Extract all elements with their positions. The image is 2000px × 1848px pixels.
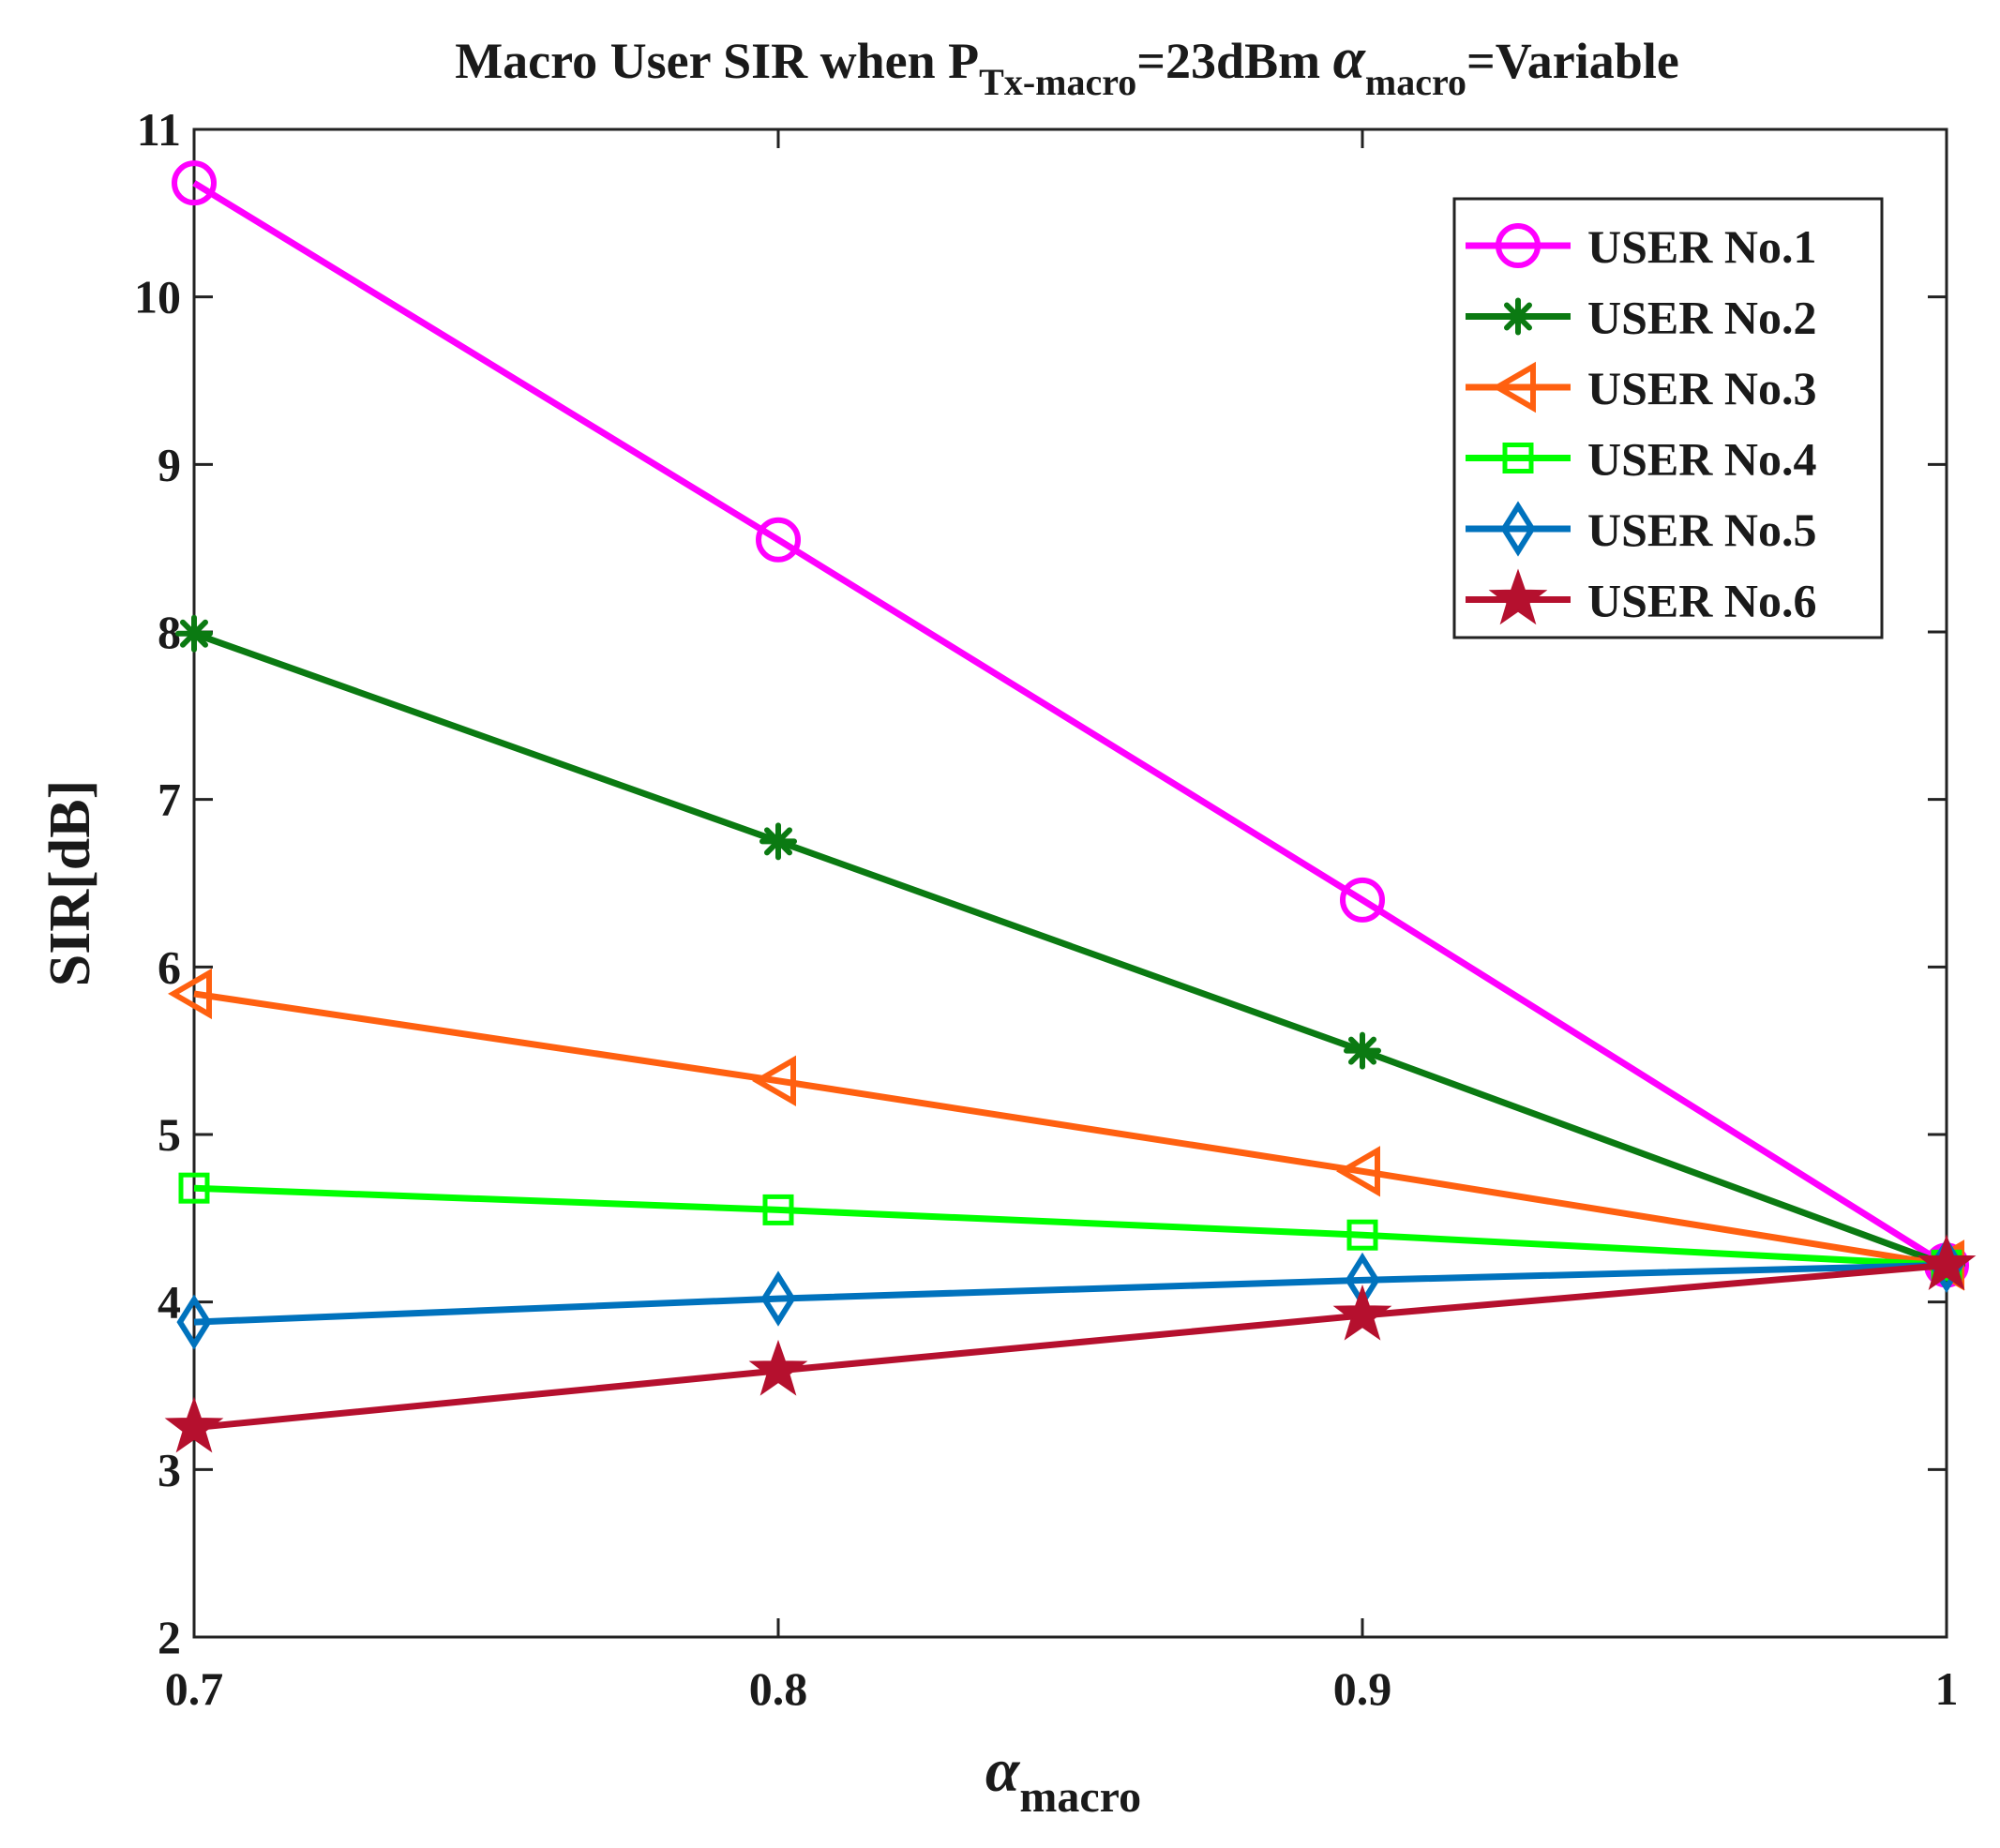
x-tick-label: 0.9 bbox=[1333, 1662, 1392, 1715]
legend-label: USER No.3 bbox=[1587, 362, 1816, 414]
y-tick-label: 9 bbox=[158, 438, 181, 490]
legend-label: USER No.6 bbox=[1587, 575, 1816, 627]
x-tick-label: 0.7 bbox=[165, 1662, 224, 1715]
legend: USER No.1 USER No.2 USER No.3 USER No.4 USER… bbox=[1452, 197, 1884, 639]
legend-label: USER No.5 bbox=[1587, 503, 1816, 556]
series-4-point bbox=[762, 1194, 794, 1225]
legend-entry: USER No.5 bbox=[1466, 501, 1816, 557]
series-4-point bbox=[1346, 1219, 1378, 1251]
series-2-point bbox=[175, 614, 213, 653]
series-4-point bbox=[178, 1172, 210, 1204]
chart-title: Macro User SIR when PTx-macro=23dBm αmac… bbox=[455, 27, 1679, 103]
legend-entry: USER No.3 bbox=[1466, 361, 1816, 414]
legend-swatch-marker bbox=[1488, 568, 1548, 625]
legend-entry: USER No.4 bbox=[1466, 433, 1816, 486]
x-tick-label: 0.8 bbox=[749, 1662, 808, 1715]
series-6-point bbox=[1917, 1234, 1977, 1291]
y-axis-label: SIR[dB] bbox=[38, 780, 102, 987]
y-tick-label: 10 bbox=[134, 271, 181, 323]
y-tick-label: 6 bbox=[158, 940, 181, 993]
legend-label: USER No.1 bbox=[1587, 220, 1816, 273]
legend-label: USER No.4 bbox=[1587, 433, 1816, 486]
series-1-point bbox=[756, 517, 801, 563]
asterisk-stroke bbox=[764, 827, 792, 856]
legend-label: USER No.2 bbox=[1587, 292, 1816, 344]
series-5-point bbox=[760, 1270, 796, 1327]
series-4-line bbox=[193, 1184, 1947, 1269]
x-tick-label: 1 bbox=[1935, 1662, 1959, 1715]
legend-swatch-marker bbox=[1499, 297, 1537, 336]
y-tick-label: 2 bbox=[158, 1611, 181, 1663]
asterisk-stroke bbox=[1348, 1036, 1376, 1065]
y-tick-label: 11 bbox=[137, 103, 181, 156]
asterisk-stroke bbox=[1504, 302, 1532, 331]
series-2-point bbox=[759, 822, 797, 861]
y-tick-label: 5 bbox=[158, 1108, 181, 1161]
series-3-point bbox=[168, 968, 212, 1020]
series-3-point bbox=[752, 1055, 796, 1107]
legend-swatch-marker bbox=[1496, 223, 1541, 268]
legend-box bbox=[1452, 197, 1884, 639]
series-6-point bbox=[164, 1396, 224, 1453]
series-3-point bbox=[1336, 1146, 1380, 1197]
series-5-point bbox=[176, 1294, 212, 1350]
legend-entry: USER No.6 bbox=[1466, 568, 1816, 627]
legend-entry: USER No.1 bbox=[1466, 220, 1816, 273]
series-6-point bbox=[748, 1339, 808, 1396]
x-axis-label: αmacro bbox=[985, 1736, 1141, 1822]
series-6-line bbox=[193, 1261, 1947, 1432]
series-1 bbox=[172, 160, 1969, 1288]
series-3-line bbox=[193, 990, 1947, 1269]
series-2-line bbox=[192, 630, 1948, 1269]
series-layer bbox=[164, 160, 1977, 1453]
legend-swatch-marker bbox=[1492, 361, 1536, 413]
y-tick-label: 7 bbox=[158, 774, 181, 826]
y-tick-label: 4 bbox=[158, 1276, 181, 1329]
asterisk-stroke bbox=[180, 619, 208, 648]
legend-swatch-marker bbox=[1500, 501, 1536, 557]
series-1-point bbox=[1340, 877, 1385, 923]
series-1-point bbox=[172, 160, 217, 206]
y-tick-label: 3 bbox=[158, 1443, 181, 1495]
legend-entry: USER No.2 bbox=[1466, 292, 1816, 344]
legend-swatch-marker bbox=[1502, 443, 1534, 473]
series-1-line bbox=[192, 180, 1948, 1269]
series-6-point bbox=[1332, 1284, 1392, 1341]
x-axis-ticks: 0.7 0.8 0.9 1 bbox=[165, 129, 1959, 1715]
series-6 bbox=[164, 1234, 1977, 1453]
series-5-line bbox=[193, 1261, 1947, 1326]
series-2-point bbox=[1344, 1031, 1381, 1070]
